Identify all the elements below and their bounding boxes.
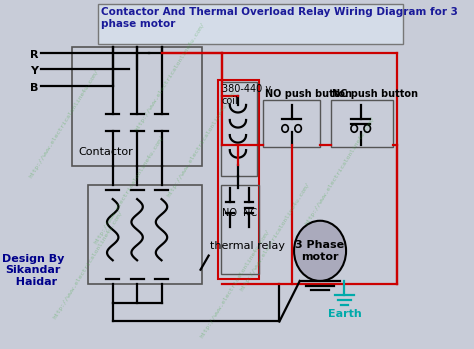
- Text: Design By
Sikandar
  Haidar: Design By Sikandar Haidar: [2, 254, 64, 287]
- Text: thermal relay: thermal relay: [210, 241, 285, 251]
- Text: 380-440 v
coil: 380-440 v coil: [222, 84, 271, 106]
- FancyBboxPatch shape: [98, 4, 403, 44]
- Text: Earth: Earth: [328, 309, 361, 319]
- Text: http://www.electricalonline4u.com/: http://www.electricalonline4u.com/: [93, 134, 165, 245]
- Text: NO: NO: [222, 208, 237, 218]
- Text: http://www.electricalonline4u.com/: http://www.electricalonline4u.com/: [199, 229, 271, 339]
- Text: NC: NC: [243, 208, 257, 218]
- Text: NO push button: NO push button: [265, 89, 352, 99]
- Text: R: R: [30, 50, 38, 60]
- Text: Contactor: Contactor: [79, 147, 133, 157]
- Text: http://www.electricalonline4u.com/: http://www.electricalonline4u.com/: [304, 116, 376, 226]
- Text: NC push button: NC push button: [332, 89, 418, 99]
- Text: Contactor And Thermal Overload Relay Wiring Diagram for 3
phase motor: Contactor And Thermal Overload Relay Wir…: [101, 7, 458, 29]
- Text: http://www.electricalonline4u.com/: http://www.electricalonline4u.com/: [28, 68, 100, 179]
- Text: B: B: [30, 83, 38, 93]
- Text: http://www.electricalonline4u.com/: http://www.electricalonline4u.com/: [53, 210, 124, 320]
- Text: http://www.electricalonline4u.com/: http://www.electricalonline4u.com/: [166, 87, 238, 198]
- Text: http://www.electricalonline4u.com/: http://www.electricalonline4u.com/: [239, 181, 311, 292]
- Text: Y: Y: [30, 66, 38, 76]
- Text: http://www.electricalonline4u.com/: http://www.electricalonline4u.com/: [134, 21, 206, 132]
- Circle shape: [294, 221, 346, 281]
- Text: 3 Phase
motor: 3 Phase motor: [295, 240, 345, 262]
